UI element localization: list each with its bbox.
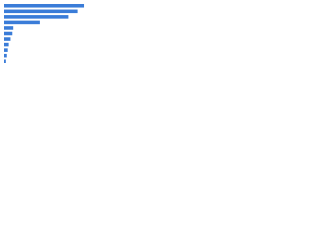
bar (4, 53, 7, 58)
bar (4, 26, 14, 30)
chart (4, 3, 85, 64)
bar (4, 15, 69, 19)
bar (4, 3, 85, 8)
bar (4, 48, 8, 52)
bar (4, 42, 9, 47)
bar (4, 9, 78, 14)
page: {"chart_data": {"type": "bar", "orientat… (0, 0, 100, 71)
bar (4, 37, 11, 41)
bar (4, 31, 13, 36)
bar (4, 20, 40, 25)
bar (4, 59, 6, 64)
